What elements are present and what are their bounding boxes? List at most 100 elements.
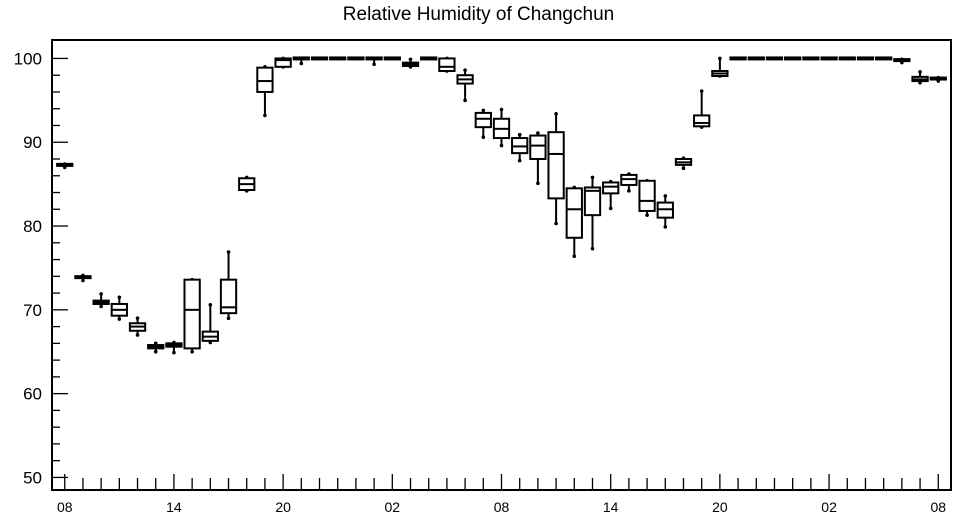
x-tick-label: 08 — [494, 499, 510, 515]
plot-frame — [51, 39, 952, 491]
x-tick-label: 08 — [930, 499, 946, 515]
box-hour-22 — [456, 68, 474, 103]
box-hour-37 — [729, 56, 747, 61]
max-marker — [554, 111, 558, 116]
box-hour-36 — [711, 56, 729, 78]
min-marker — [99, 304, 103, 309]
box-hour-44 — [856, 56, 875, 61]
min-marker — [590, 246, 595, 251]
box-hour-29 — [583, 175, 602, 251]
box-iqr — [274, 57, 292, 68]
box-hour-43 — [838, 56, 856, 61]
box-hour-20 — [420, 56, 438, 61]
box-hour-27 — [547, 111, 565, 226]
min-marker — [608, 206, 613, 211]
x-axis: 08 14 20 02 08 14 20 02 08 — [57, 474, 946, 515]
box-hour-24 — [492, 107, 511, 148]
min-marker — [226, 316, 231, 321]
box-hour-46 — [893, 57, 911, 65]
min-marker — [536, 181, 540, 186]
box-hour-31 — [620, 172, 638, 193]
box-hour-9 — [219, 250, 238, 321]
min-marker — [645, 213, 649, 217]
min-marker — [299, 61, 304, 66]
box-hour-42 — [820, 56, 838, 61]
box-hour-25 — [511, 132, 529, 163]
box-hour-13 — [292, 56, 310, 66]
box-hour-8 — [201, 303, 219, 345]
box-hour-14 — [310, 56, 329, 61]
max-marker — [408, 57, 413, 62]
min-marker — [117, 317, 122, 321]
box-hour-15 — [329, 56, 347, 61]
y-tick-label: 80 — [23, 217, 42, 236]
box-iqr — [529, 134, 547, 160]
box-iqr — [693, 114, 711, 128]
box-hour-10 — [238, 175, 256, 193]
min-marker — [554, 221, 558, 226]
box-hour-28 — [565, 185, 583, 259]
y-axis: 50 60 70 80 90 100 — [14, 49, 68, 487]
box-hour-1 — [74, 273, 92, 283]
min-marker — [81, 278, 85, 283]
max-marker — [590, 175, 595, 180]
box-iqr — [602, 181, 620, 195]
box-iqr — [438, 57, 456, 73]
y-tick-label: 100 — [14, 49, 42, 68]
min-marker — [172, 350, 176, 355]
box-hour-34 — [674, 156, 693, 171]
box-iqr — [638, 179, 656, 212]
max-marker — [481, 108, 486, 113]
box-hour-3 — [110, 295, 128, 321]
box-iqr — [183, 278, 201, 350]
x-tick-label: 20 — [712, 499, 728, 515]
box-hour-5 — [147, 341, 165, 354]
y-tick-label: 70 — [23, 301, 42, 320]
box-iqr — [583, 186, 602, 217]
max-marker — [499, 107, 504, 112]
box-hour-2 — [92, 292, 110, 309]
box-hour-7 — [183, 277, 201, 354]
chart-title: Relative Humidity of Changchun — [342, 4, 615, 25]
min-marker — [481, 135, 486, 140]
max-marker — [135, 316, 140, 321]
box-iqr — [474, 111, 492, 129]
min-marker — [372, 62, 376, 67]
min-marker — [627, 189, 631, 193]
box-hour-41 — [802, 56, 820, 61]
min-marker — [517, 158, 522, 163]
max-marker — [226, 250, 231, 254]
max-marker — [718, 56, 722, 61]
x-tick-label: 08 — [57, 499, 73, 515]
box-hour-11 — [256, 65, 274, 118]
box-hour-18 — [383, 56, 401, 61]
max-marker — [463, 68, 467, 72]
box-hour-30 — [602, 179, 620, 211]
box-hour-4 — [128, 316, 147, 337]
max-marker — [99, 292, 103, 296]
y-tick-label: 50 — [23, 468, 42, 487]
max-marker — [663, 194, 668, 198]
box-iqr — [219, 278, 238, 315]
min-marker — [572, 254, 577, 259]
x-tick-label: 14 — [166, 499, 182, 515]
box-hour-0 — [56, 162, 74, 170]
box-hour-38 — [747, 56, 765, 61]
box-iqr — [565, 187, 583, 239]
min-marker — [190, 349, 194, 354]
box-hour-40 — [784, 56, 802, 61]
box-hour-26 — [529, 131, 547, 186]
x-tick-label: 20 — [275, 499, 291, 515]
min-marker — [681, 166, 686, 171]
box-hour-32 — [638, 178, 656, 217]
max-marker — [699, 89, 704, 93]
max-marker — [208, 303, 213, 307]
boxes-layer — [56, 56, 947, 355]
x-tick-label: 02 — [385, 499, 401, 515]
box-hour-48 — [929, 75, 947, 83]
box-hour-33 — [656, 194, 674, 229]
y-tick-label: 90 — [23, 133, 42, 152]
box-hour-21 — [438, 56, 456, 73]
max-marker — [517, 132, 522, 137]
